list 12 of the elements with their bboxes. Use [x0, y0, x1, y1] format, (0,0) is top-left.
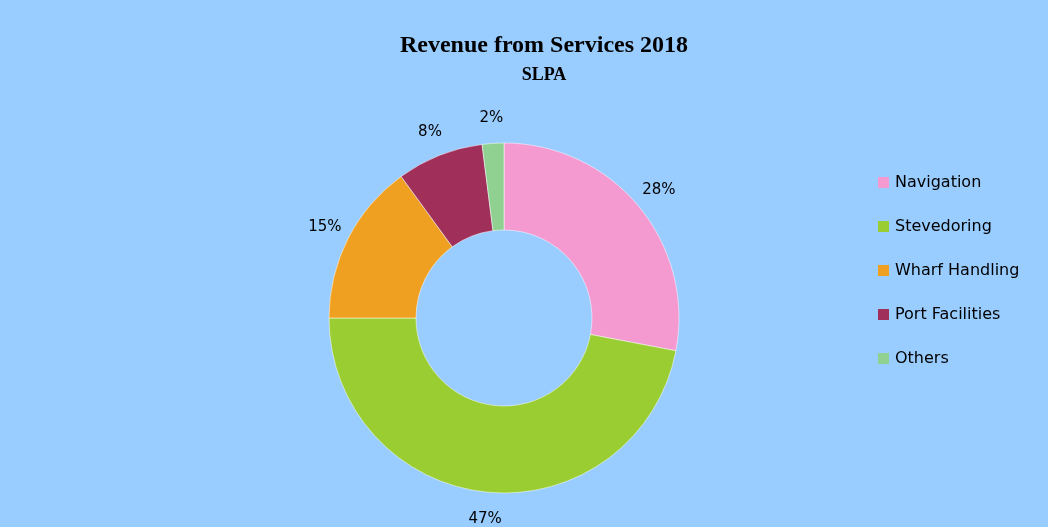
chart-title: Revenue from Services 2018 — [399, 31, 689, 57]
chart-subtitle: SLPA — [521, 64, 567, 84]
legend-label: Stevedoring — [895, 215, 992, 235]
data-label: 47% — [468, 508, 502, 527]
data-label: 8% — [418, 121, 442, 140]
legend-label: Navigation — [895, 171, 982, 191]
data-label: 28% — [642, 180, 676, 199]
data-label: 15% — [308, 217, 342, 236]
legend-label: Others — [895, 347, 949, 367]
legend-label: Wharf Handling — [895, 259, 1020, 279]
legend-label: Port Facilities — [895, 303, 1001, 323]
data-label: 2% — [479, 107, 504, 126]
